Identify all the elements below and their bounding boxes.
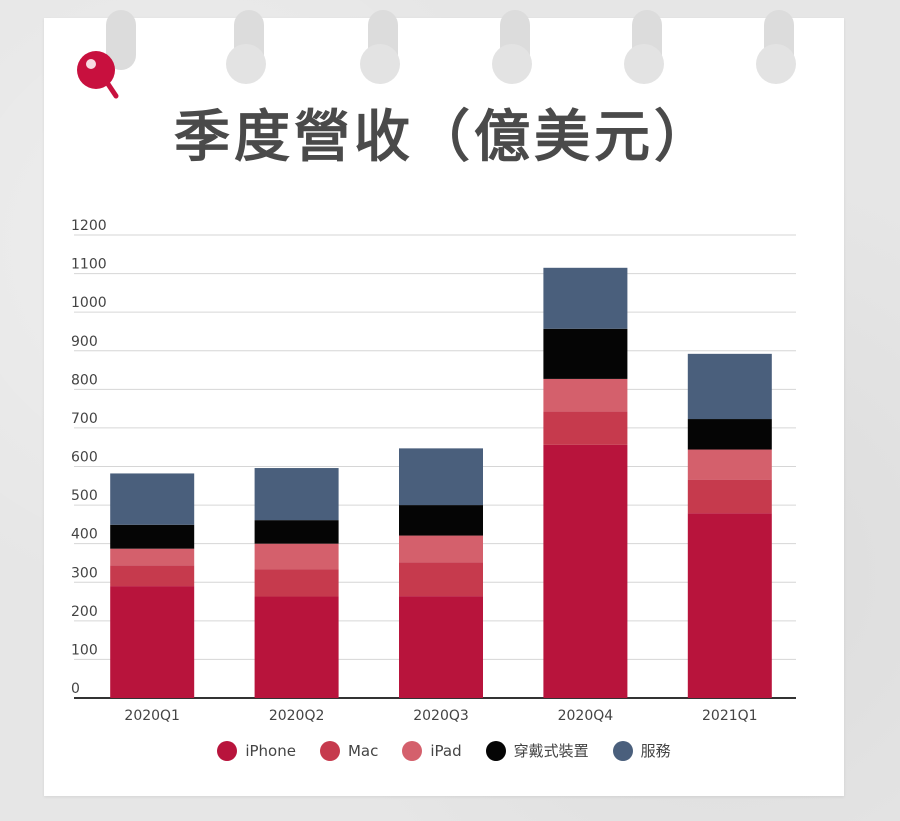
bar-2020Q1-2 xyxy=(110,548,195,566)
binder-hole xyxy=(226,44,266,84)
bar-2020Q2-3 xyxy=(254,520,339,544)
y-tick-label: 1200 xyxy=(71,218,107,234)
legend-label: 服務 xyxy=(640,742,671,760)
legend-item: Mac xyxy=(319,740,379,761)
y-tick-label: 600 xyxy=(71,450,98,466)
legend-swatch xyxy=(402,740,423,761)
bar-2020Q2-1 xyxy=(254,569,339,597)
x-tick-label: 2020Q2 xyxy=(269,708,325,724)
y-tick-label: 900 xyxy=(71,334,98,350)
bar-2020Q4-1 xyxy=(543,411,628,445)
bar-2020Q4-4 xyxy=(543,267,628,329)
bar-2020Q1-0 xyxy=(110,586,195,698)
y-tick-label: 200 xyxy=(71,604,98,620)
bar-2020Q4-3 xyxy=(543,328,628,379)
binder-hole xyxy=(756,44,796,84)
legend-label: 穿戴式裝置 xyxy=(513,742,589,760)
legend-label: Mac xyxy=(347,741,379,760)
x-tick-label: 2020Q1 xyxy=(124,708,180,724)
bar-2020Q3-1 xyxy=(399,562,483,597)
bar-2020Q4-2 xyxy=(543,378,628,412)
y-tick-label: 1100 xyxy=(71,257,107,273)
bar-2020Q1-4 xyxy=(110,473,195,525)
y-tick-label: 0 xyxy=(71,681,80,697)
bar-2020Q3-4 xyxy=(399,448,483,506)
y-tick-label: 100 xyxy=(71,642,98,658)
legend-item: iPhone xyxy=(217,740,296,761)
legend-label: iPad xyxy=(430,741,462,760)
chart-card: 季度營收（億美元） 0 100 200 300 400 500 600 700 800 900 10… xyxy=(44,10,844,796)
chart-legend: iPhone Mac iPad 穿戴式裝置 服務 xyxy=(44,740,844,761)
stacked-bar-chart: 0 100 200 300 400 500 600 700 800 900 1000 1100 1200… xyxy=(71,218,796,724)
bar-2020Q2-0 xyxy=(254,596,339,698)
legend-swatch xyxy=(612,740,633,761)
y-tick-label: 1000 xyxy=(71,295,107,311)
legend-item: 服務 xyxy=(612,740,671,761)
bar-2020Q4-0 xyxy=(543,444,628,698)
bar-2020Q3-2 xyxy=(399,535,483,563)
bar-2020Q2-2 xyxy=(254,543,339,570)
y-tick-label: 400 xyxy=(71,527,98,543)
bar-2021Q1-2 xyxy=(687,449,772,480)
legend-item: iPad xyxy=(402,740,462,761)
bar-2021Q1-4 xyxy=(687,353,772,420)
bar-2020Q3-0 xyxy=(399,596,483,698)
legend-swatch xyxy=(319,740,340,761)
legend-swatch xyxy=(485,740,506,761)
bar-2021Q1-3 xyxy=(687,419,772,450)
x-tick-label: 2020Q3 xyxy=(413,708,469,724)
y-tick-label: 300 xyxy=(71,565,98,581)
legend-swatch xyxy=(217,740,238,761)
x-tick-label: 2020Q4 xyxy=(558,708,614,724)
y-tick-label: 700 xyxy=(71,411,98,427)
legend-item: 穿戴式裝置 xyxy=(485,740,589,761)
bar-2021Q1-0 xyxy=(687,513,772,698)
bar-2020Q1-1 xyxy=(110,565,195,587)
legend-label: iPhone xyxy=(245,741,296,760)
y-tick-label: 500 xyxy=(71,488,98,504)
bar-2020Q1-3 xyxy=(110,524,195,549)
magnifier-logo-icon xyxy=(77,51,119,99)
binder-hole xyxy=(624,44,664,84)
bar-2020Q3-3 xyxy=(399,505,483,536)
y-tick-label: 800 xyxy=(71,372,98,388)
bar-2021Q1-1 xyxy=(687,479,772,514)
binder-hole xyxy=(360,44,400,84)
bar-2020Q2-4 xyxy=(254,468,339,521)
x-tick-label: 2021Q1 xyxy=(702,708,758,724)
chart-title: 季度營收（億美元） xyxy=(174,105,714,170)
binder-hole xyxy=(492,44,532,84)
